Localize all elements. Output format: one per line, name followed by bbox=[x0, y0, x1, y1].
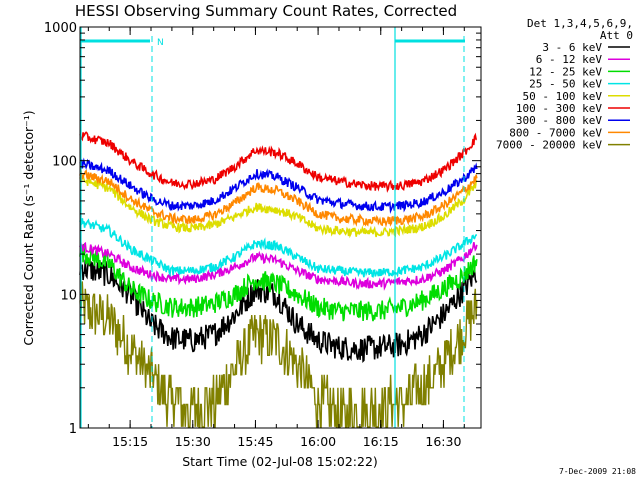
legend-entry-label: 50 - 100 keV bbox=[523, 90, 603, 103]
y-tick-label: 10 bbox=[60, 288, 77, 303]
series-line bbox=[79, 174, 478, 239]
series-line bbox=[79, 218, 478, 278]
x-tick-label: 16:15 bbox=[363, 434, 399, 449]
y-tick-label: 1000 bbox=[44, 21, 77, 36]
chart-title: HESSI Observing Summary Count Rates, Cor… bbox=[75, 2, 457, 20]
x-tick-label: 15:45 bbox=[237, 434, 273, 449]
x-tick-label: 15:30 bbox=[175, 434, 211, 449]
series-line bbox=[79, 243, 478, 322]
legend-entry-label: 12 - 25 keV bbox=[529, 65, 602, 78]
axes-layer: 15:15 15:30 15:45 16:00 16:15 16:30 1 10 100 1000 bbox=[44, 21, 481, 449]
y-tick-label: 1 bbox=[69, 422, 77, 437]
series-line bbox=[79, 259, 478, 363]
series-layer bbox=[79, 131, 478, 428]
legend-entry-label: 7000 - 20000 keV bbox=[496, 139, 602, 152]
legend-entry-label: 3 - 6 keV bbox=[542, 41, 602, 54]
footer-timestamp: 7-Dec-2009 21:08 bbox=[559, 467, 636, 476]
x-tick-label: 16:30 bbox=[425, 434, 461, 449]
x-tick-label: 15:15 bbox=[112, 434, 148, 449]
legend-entry-label: 100 - 300 keV bbox=[516, 102, 602, 115]
overlay-layer: N bbox=[80, 27, 465, 428]
x-tick-label: 16:00 bbox=[300, 434, 336, 449]
plot-frame bbox=[79, 26, 482, 429]
series-line bbox=[79, 241, 478, 291]
y-axis-label: Corrected Count Rate (s⁻¹ detector⁻¹) bbox=[21, 110, 36, 345]
legend-entry-label: 300 - 800 keV bbox=[516, 114, 602, 127]
legend-header-line-1: Det 1,3,4,5,6,9, bbox=[527, 17, 633, 30]
night-marker-label: N bbox=[157, 38, 164, 48]
legend-entry-label: 25 - 50 keV bbox=[529, 78, 602, 91]
series-line bbox=[79, 169, 478, 228]
legend-entry-label: 800 - 7000 keV bbox=[509, 126, 602, 139]
y-tick-label: 100 bbox=[52, 155, 77, 170]
legend-entry-label: 6 - 12 keV bbox=[536, 53, 603, 66]
series-line bbox=[79, 131, 477, 193]
x-axis-label: Start Time (02-Jul-08 15:02:22) bbox=[182, 454, 378, 469]
series-line bbox=[79, 281, 478, 428]
series-line bbox=[79, 157, 478, 214]
legend-header-line-2: Att 0 bbox=[600, 29, 633, 42]
